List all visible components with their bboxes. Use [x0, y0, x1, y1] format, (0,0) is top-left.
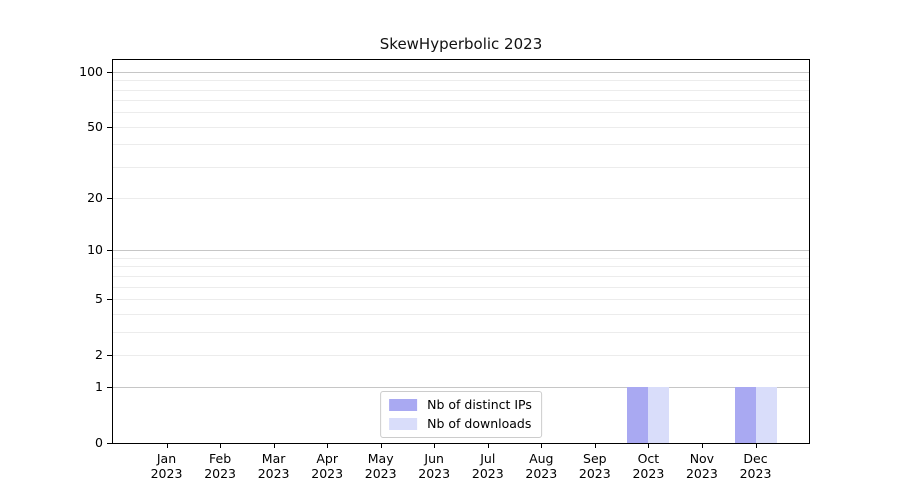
x-tick-label-line: Aug	[529, 451, 554, 466]
x-axis-tick	[273, 443, 275, 448]
legend-entry: Nb of distinct IPs	[389, 397, 532, 413]
x-axis-tick	[166, 443, 168, 448]
y-axis-tick	[107, 387, 113, 389]
y-tick-label: 1	[95, 379, 103, 395]
x-axis-tick	[541, 443, 543, 448]
plot-area: Nb of distinct IPs Nb of downloads 0 1 2 5 10…	[79, 59, 810, 481]
minor-gridline	[113, 266, 809, 268]
x-tick-label-line: Jun	[424, 451, 444, 466]
minor-gridline	[113, 313, 809, 315]
legend-swatch-icon	[389, 418, 418, 430]
y-tick-label: 5	[95, 290, 103, 306]
x-tick-label: Dec 2023	[724, 451, 788, 481]
x-tick-label: Jul 2023	[456, 451, 520, 481]
x-tick-label-line: Dec	[743, 451, 768, 466]
x-tick-label-line: Jan	[156, 451, 177, 466]
minor-gridline	[113, 112, 809, 114]
x-axis-tick	[220, 443, 222, 448]
y-axis-tick	[107, 198, 113, 200]
bar-distinct-ips	[627, 387, 649, 443]
x-tick-label-line: May	[367, 451, 394, 466]
y-axis-tick	[107, 250, 113, 252]
x-axis-tick	[701, 443, 703, 448]
minor-gridline	[113, 286, 809, 288]
major-gridline	[113, 387, 809, 389]
x-tick-label: Sep 2023	[563, 451, 627, 481]
minor-gridline	[113, 126, 809, 128]
x-tick-label: Oct 2023	[616, 451, 680, 481]
x-tick-label: Jan 2023	[135, 451, 199, 481]
legend-label: Nb of downloads	[427, 416, 532, 431]
x-tick-label: May 2023	[349, 451, 413, 481]
minor-gridline	[113, 354, 809, 356]
x-tick-label-line: 2023	[311, 466, 344, 481]
bar-downloads	[648, 387, 670, 443]
x-tick-label: Aug 2023	[509, 451, 573, 481]
x-axis-tick	[648, 443, 650, 448]
y-axis-tick	[107, 126, 113, 128]
legend: Nb of distinct IPs Nb of downloads	[380, 391, 542, 438]
major-gridline	[113, 250, 809, 252]
bar-downloads	[755, 387, 777, 443]
y-tick-label: 20	[87, 190, 103, 206]
x-tick-label-line: 2023	[364, 466, 397, 481]
y-axis-tick	[107, 443, 113, 444]
minor-gridline	[113, 275, 809, 277]
x-tick-label-line: Oct	[637, 451, 660, 466]
y-axis-tick	[107, 354, 113, 356]
x-tick-label: Apr 2023	[295, 451, 359, 481]
x-tick-label-line: 2023	[150, 466, 183, 481]
y-tick-label: 50	[87, 118, 103, 134]
x-tick-label-line: 2023	[204, 466, 236, 481]
x-axis-tick	[434, 443, 436, 448]
minor-gridline	[113, 166, 809, 168]
x-tick-label: Nov 2023	[670, 451, 734, 481]
chart-title: SkewHyperbolic 2023	[379, 35, 543, 53]
x-tick-label-line: 2023	[418, 466, 451, 481]
minor-gridline	[113, 331, 809, 333]
x-tick-label-line: Sep	[583, 451, 607, 466]
x-tick-label-line: 2023	[257, 466, 290, 481]
minor-gridline	[113, 100, 809, 102]
x-tick-label: Jun 2023	[402, 451, 466, 481]
x-tick-label-line: Mar	[261, 451, 286, 466]
x-tick-label: Feb 2023	[188, 451, 252, 481]
x-axis-tick	[327, 443, 329, 448]
x-tick-label-line: Nov	[689, 451, 715, 466]
x-tick-label-line: 2023	[685, 466, 718, 481]
minor-gridline	[113, 89, 809, 91]
x-tick-label-line: Jul	[480, 451, 496, 466]
x-axis-tick	[487, 443, 489, 448]
y-axis-tick	[107, 298, 113, 300]
x-tick-label-line: 2023	[525, 466, 558, 481]
x-tick-label-line: 2023	[471, 466, 504, 481]
x-tick-label: Mar 2023	[242, 451, 306, 481]
x-tick-label-line: 2023	[739, 466, 772, 481]
minor-gridline	[113, 298, 809, 300]
bar-distinct-ips	[734, 387, 756, 443]
minor-gridline	[113, 80, 809, 82]
y-tick-label: 100	[79, 63, 103, 79]
x-axis-tick	[755, 443, 757, 448]
x-tick-label-line: 2023	[578, 466, 611, 481]
x-tick-label-line: Feb	[209, 451, 232, 466]
x-tick-label-line: 2023	[632, 466, 665, 481]
minor-gridline	[113, 198, 809, 200]
y-axis-tick	[107, 71, 113, 73]
legend-entry: Nb of downloads	[389, 416, 532, 432]
x-axis-tick	[380, 443, 382, 448]
minor-gridline	[113, 257, 809, 259]
legend-swatch-icon	[389, 399, 418, 411]
x-tick-label-line: Apr	[316, 451, 338, 466]
legend-label: Nb of distinct IPs	[427, 397, 532, 412]
minor-gridline	[113, 144, 809, 146]
major-gridline	[113, 71, 809, 73]
y-tick-label: 10	[87, 242, 103, 258]
y-tick-label: 0	[95, 435, 103, 450]
x-axis-tick	[594, 443, 596, 448]
y-tick-label: 2	[95, 346, 103, 362]
